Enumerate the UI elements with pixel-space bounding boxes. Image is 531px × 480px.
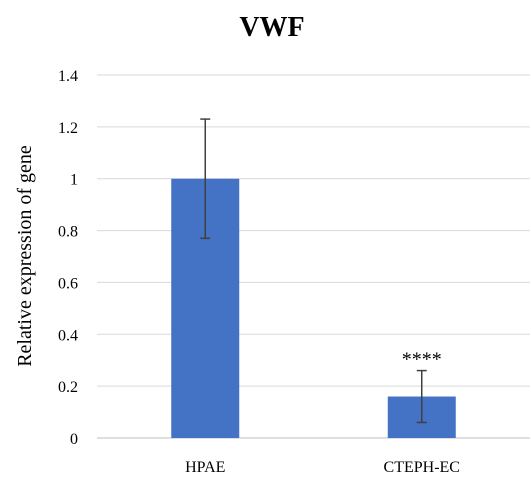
y-tick-label: 1 — [70, 172, 78, 189]
y-tick-label: 0.6 — [58, 275, 78, 292]
y-axis-label: Relative expression of gene — [14, 145, 36, 367]
y-tick-label: 1.4 — [58, 68, 78, 85]
chart-title: VWF — [239, 12, 304, 43]
x-axis-ticks: HPAE CTEPH-EC — [185, 459, 460, 476]
y-axis-ticks: 0 0.2 0.4 0.6 0.8 1 1.2 1.4 — [58, 68, 78, 448]
y-tick-label: 0.8 — [58, 224, 78, 241]
y-tick-label: 0.2 — [58, 379, 78, 396]
y-tick-label: 0 — [70, 431, 78, 448]
gridlines — [97, 74, 530, 439]
error-bars — [200, 118, 427, 424]
significance-annotation: **** — [402, 349, 442, 371]
x-tick-label: HPAE — [185, 459, 225, 476]
y-tick-label: 1.2 — [58, 120, 78, 137]
y-tick-label: 0.4 — [58, 327, 78, 344]
annotations: **** — [402, 349, 442, 371]
bars — [171, 178, 456, 438]
x-tick-label: CTEPH-EC — [384, 459, 460, 476]
